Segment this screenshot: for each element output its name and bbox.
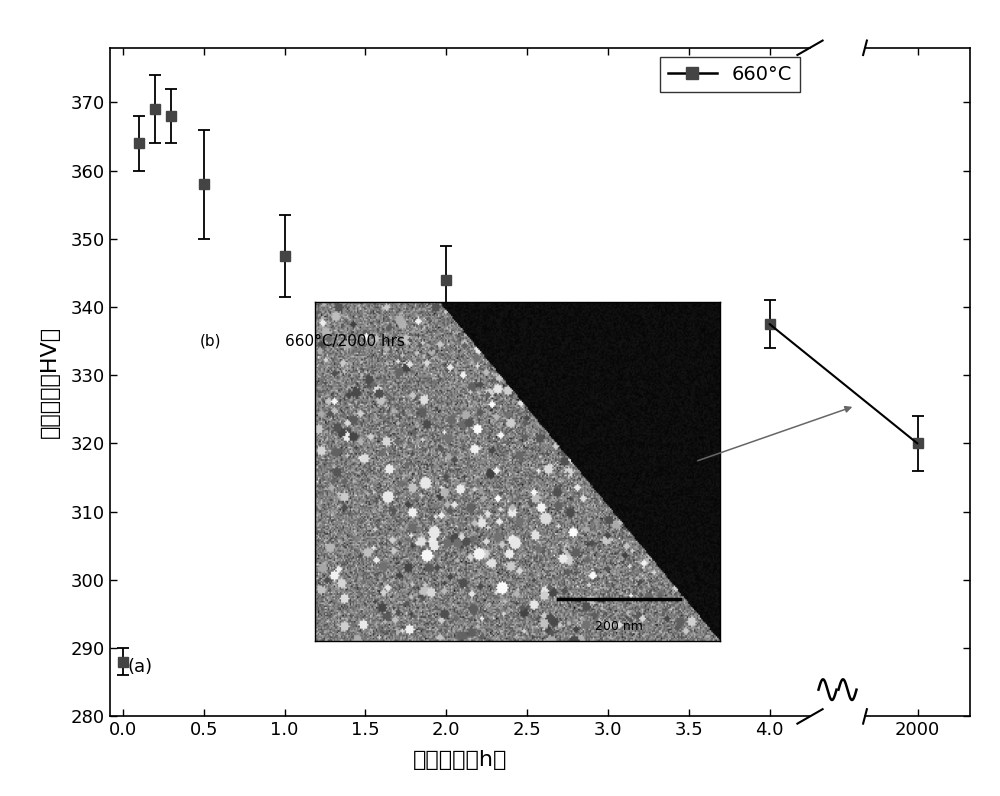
Text: 660°C/2000 hrs: 660°C/2000 hrs — [285, 334, 405, 349]
Y-axis label: 显微硬度（HV）: 显微硬度（HV） — [40, 326, 60, 438]
X-axis label: 时效时间（h）: 时效时间（h） — [413, 751, 507, 771]
Legend: 660°C: 660°C — [660, 57, 800, 92]
Text: 200 nm: 200 nm — [595, 619, 643, 633]
Text: (b): (b) — [200, 334, 222, 349]
Text: (a): (a) — [128, 658, 153, 677]
